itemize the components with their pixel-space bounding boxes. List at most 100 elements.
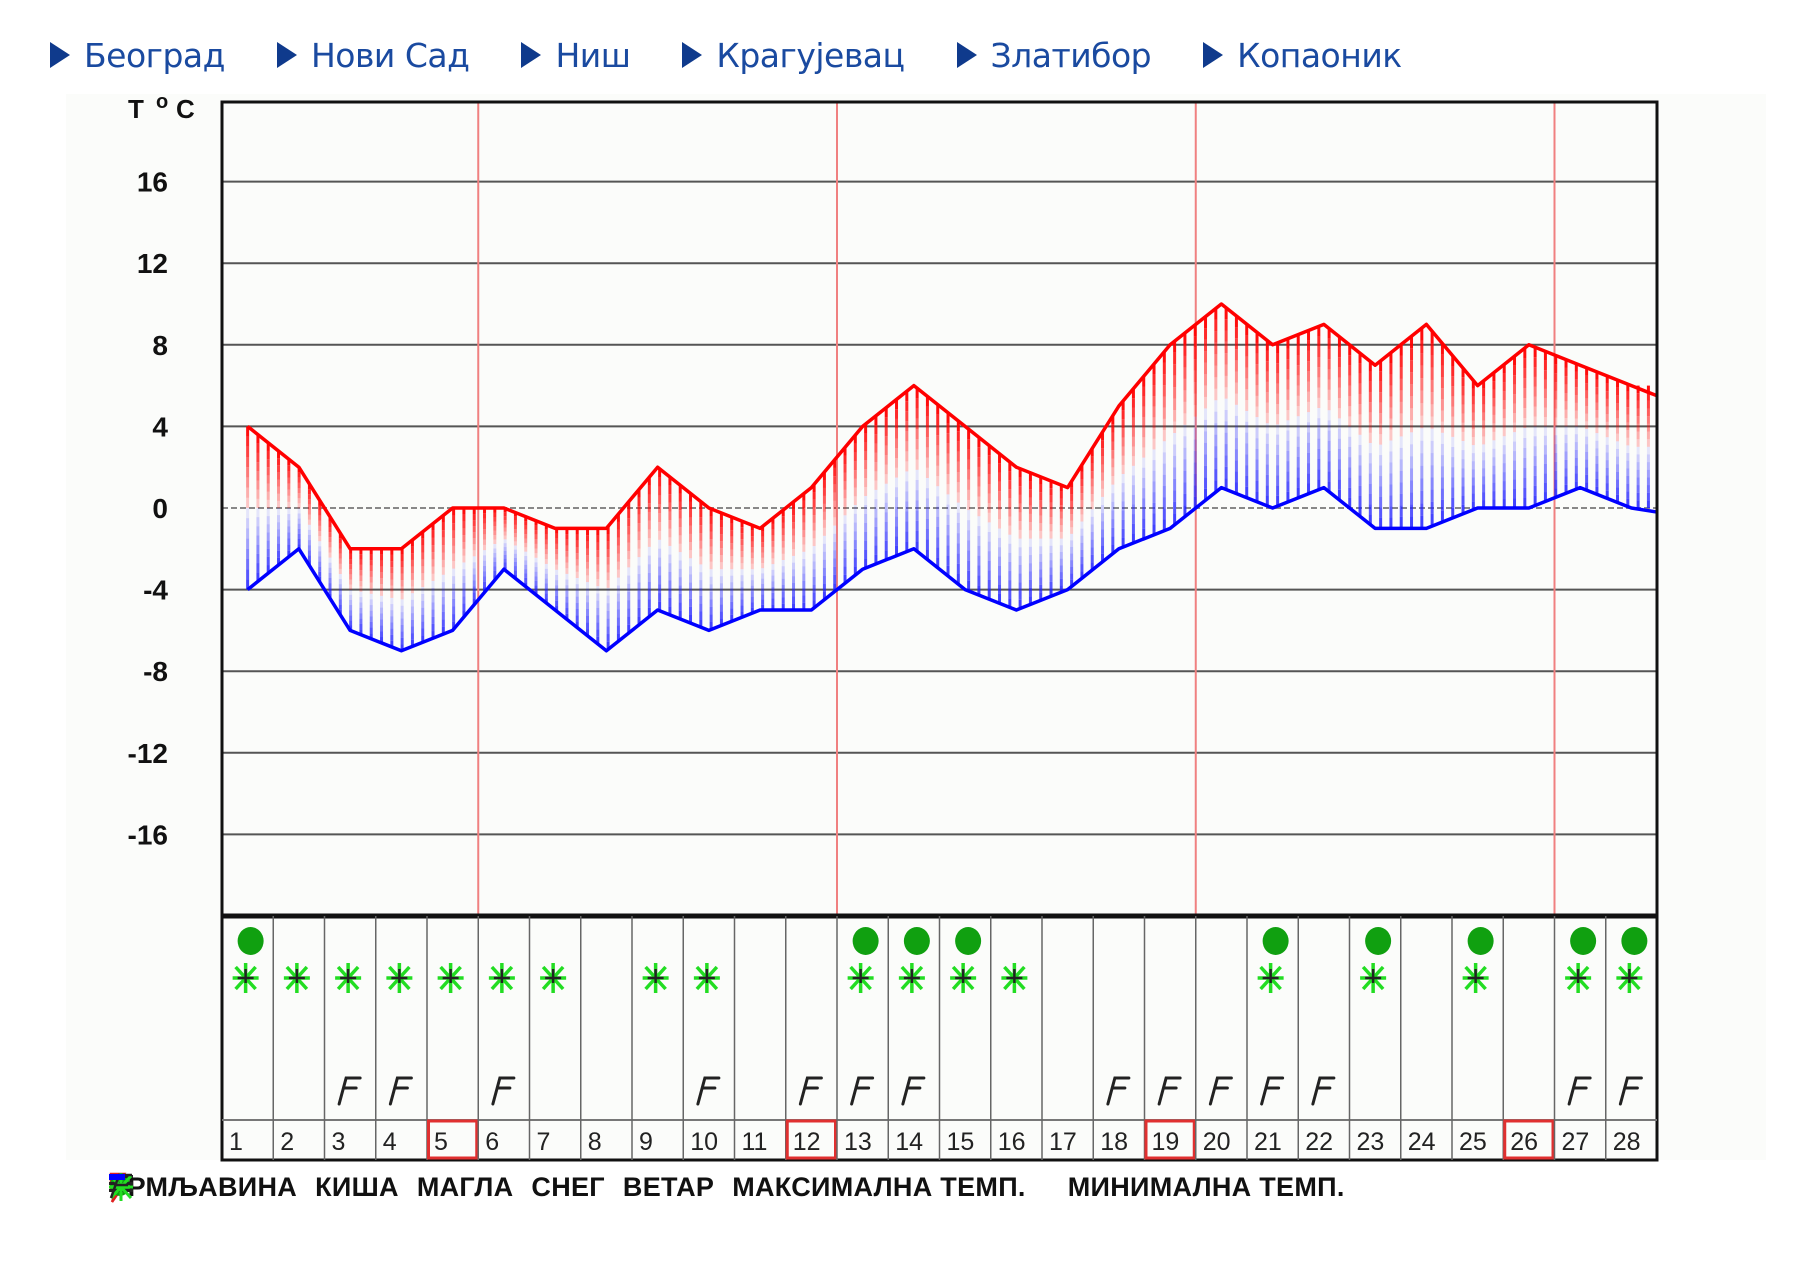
- nav-link-4[interactable]: Крагујевац: [682, 35, 905, 75]
- day-number: 7: [537, 1128, 551, 1156]
- y-tick-label: -16: [128, 819, 168, 850]
- day-cell-18: 18: [1100, 1076, 1131, 1156]
- wind-icon: [1260, 1076, 1285, 1106]
- highlighted-day-frame: [785, 1119, 837, 1160]
- day-cell-25: 25: [1459, 927, 1494, 1156]
- day-number: 4: [383, 1128, 397, 1156]
- nav-link-2[interactable]: Нови Сад: [276, 35, 470, 75]
- arrow-right-icon: [50, 42, 70, 68]
- legend-item-max-temp: МАКСИМАЛНА ТЕМП.: [109, 1172, 1026, 1203]
- legend-item-rain: КИША: [110, 1172, 399, 1203]
- arrow-right-icon: [682, 42, 703, 68]
- snow-icon: [1360, 963, 1387, 993]
- day-number: 12: [793, 1128, 821, 1156]
- day-cell-17: 17: [1049, 1128, 1077, 1156]
- wind-icon: [850, 1076, 875, 1106]
- wind-icon: [337, 1076, 362, 1106]
- wind-icon: [1567, 1076, 1592, 1106]
- day-cell-15: 15: [947, 927, 982, 1156]
- y-tick-label: 16: [137, 167, 168, 198]
- day-number: 27: [1562, 1128, 1590, 1156]
- day-number: 1: [229, 1128, 243, 1156]
- day-cell-28: 28: [1613, 927, 1648, 1156]
- day-cell-23: 23: [1357, 927, 1392, 1156]
- wind-icon: [696, 1076, 721, 1106]
- snow-icon: [1565, 963, 1592, 993]
- rain-icon: [1365, 927, 1392, 955]
- nav-link-3[interactable]: Ниш: [521, 36, 631, 75]
- day-number: 2: [280, 1128, 294, 1156]
- day-cell-27: 27: [1562, 927, 1597, 1156]
- y-axis-label-unit: C: [176, 94, 195, 124]
- snow-icon: [693, 963, 720, 993]
- temperature-range-hatching: [246, 307, 1650, 651]
- y-tick-label: 4: [152, 411, 168, 442]
- legend-label: МАКСИМАЛНА ТЕМП.: [732, 1172, 1026, 1202]
- day-number: 26: [1510, 1128, 1538, 1156]
- day-cell-9: 9: [639, 963, 669, 1156]
- day-cell-4: 4: [383, 963, 413, 1156]
- nav-link-label: Нови Сад: [310, 35, 470, 75]
- snow-icon: [1616, 963, 1643, 993]
- snow-icon: [642, 963, 669, 993]
- nav-link-5[interactable]: Златибор: [956, 35, 1152, 75]
- day-cell-22: 22: [1305, 1076, 1336, 1156]
- wind-icon: [388, 1076, 413, 1106]
- y-tick-label: 0: [152, 493, 168, 524]
- wind-icon: [901, 1076, 926, 1106]
- wind-icon: [1157, 1076, 1182, 1106]
- snow-icon: [950, 963, 977, 993]
- day-number: 8: [588, 1128, 602, 1156]
- day-cell-7: 7: [537, 963, 567, 1156]
- day-number: 17: [1049, 1128, 1077, 1156]
- day-number: 28: [1613, 1128, 1641, 1156]
- day-number: 3: [332, 1128, 346, 1156]
- wind-icon: [1618, 1076, 1643, 1106]
- day-cell-10: 10: [690, 963, 721, 1156]
- snow-icon: [1462, 963, 1489, 993]
- highlighted-day-frame: [427, 1119, 479, 1160]
- snow-icon: [437, 963, 464, 993]
- snow-icon: [335, 963, 362, 993]
- day-number: 22: [1305, 1128, 1333, 1156]
- y-tick-label: 8: [152, 330, 168, 361]
- day-cell-26: 26: [1503, 1119, 1555, 1160]
- max-temp-line: [246, 302, 1658, 551]
- y-tick-label: 12: [137, 248, 168, 279]
- city-navigation: Београд Нови Сад Ниш Крагујевац Златибор Копа…: [50, 30, 1454, 80]
- rain-icon: [852, 927, 879, 955]
- legend-item-wind: ВЕТАР: [109, 1172, 714, 1203]
- y-axis-label: T: [128, 94, 144, 124]
- arrow-right-icon: [276, 42, 297, 68]
- day-cell-12: 12: [785, 1076, 837, 1160]
- rain-icon: [955, 927, 982, 955]
- nav-link-6[interactable]: Копаоник: [1203, 36, 1402, 75]
- snow-icon: [898, 963, 925, 993]
- nav-link-label: Крагујевац: [716, 35, 905, 75]
- legend-label: КИША: [315, 1172, 399, 1202]
- arrow-right-icon: [956, 42, 977, 68]
- day-cell-24: 24: [1408, 1128, 1436, 1156]
- wind-icon: [1311, 1076, 1336, 1106]
- nav-link-label: Београд: [84, 35, 225, 75]
- snow-icon: [283, 963, 310, 993]
- nav-link-1[interactable]: Београд: [50, 36, 225, 75]
- nav-link-label: Златибор: [990, 35, 1152, 75]
- snow-icon: [540, 963, 567, 993]
- rain-icon: [1621, 927, 1648, 955]
- day-number: 25: [1459, 1128, 1487, 1156]
- day-cell-1: 1: [229, 927, 264, 1156]
- legend-item-thunderstorm: ГРМЉАВИНА: [108, 1172, 297, 1203]
- day-cell-11: 11: [742, 1128, 768, 1156]
- arrow-right-icon: [1203, 42, 1224, 68]
- legend-label: СНЕГ: [531, 1172, 605, 1202]
- chart-legend: ГРМЉАВИНА КИША МАГЛА СНЕГ ВЕТАР МАКСИМАЛНА ТЕ…: [108, 1172, 1359, 1203]
- day-number: 10: [690, 1128, 718, 1156]
- legend-label: МИНИМАЛНА ТЕМП.: [1067, 1172, 1345, 1202]
- legend-label: ГРМЉАВИНА: [112, 1172, 298, 1202]
- highlighted-day-frame: [1144, 1119, 1196, 1160]
- rain-icon: [1262, 927, 1289, 955]
- rain-icon: [1570, 927, 1597, 955]
- nav-link-label: Копаоник: [1237, 35, 1402, 75]
